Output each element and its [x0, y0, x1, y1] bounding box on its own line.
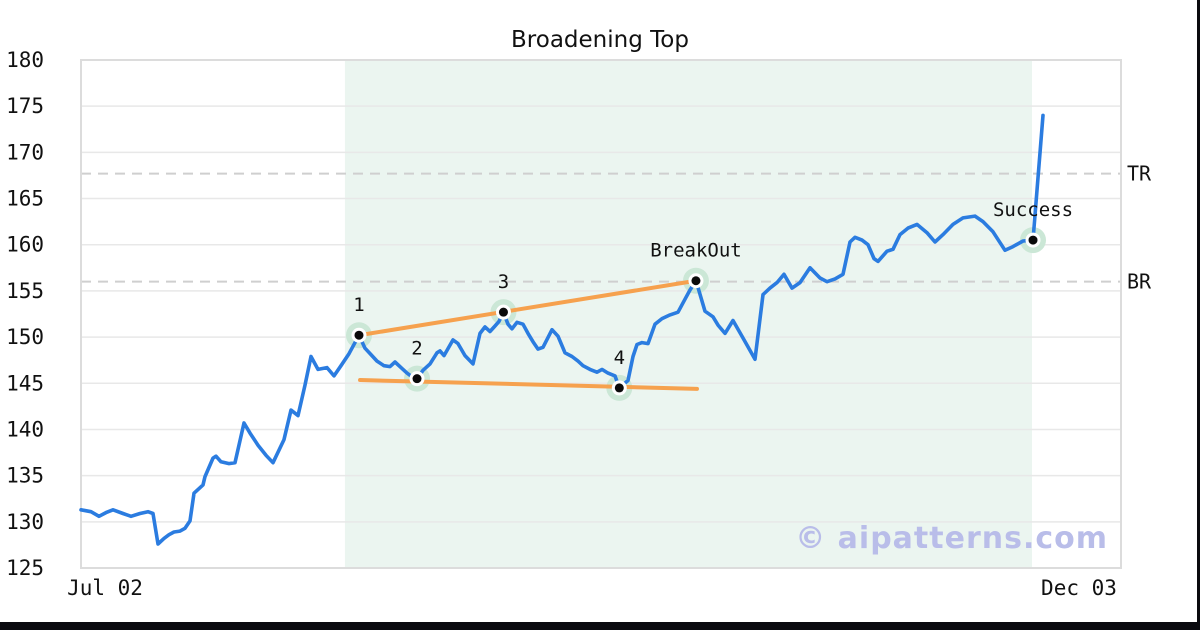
chart-title: Broadening Top — [511, 27, 689, 53]
level-label-br: BR — [1127, 270, 1152, 294]
window-bottom-edge — [0, 622, 1200, 630]
upper-broadening-line — [356, 278, 698, 338]
y-tick-label-175: 175 — [6, 94, 44, 118]
marker-dot-2 — [412, 374, 422, 384]
plot-border — [80, 59, 1122, 569]
level-label-tr: TR — [1127, 162, 1152, 186]
y-tick-label-130: 130 — [6, 510, 44, 534]
marker-dot-1 — [354, 330, 364, 340]
pattern-region — [344, 60, 1032, 568]
marker-dot-4 — [614, 383, 624, 393]
annotation-label-success: Success — [993, 199, 1073, 221]
y-tick-label-165: 165 — [6, 187, 44, 211]
y-tick-label-150: 150 — [6, 325, 44, 349]
marker-dot-3 — [498, 307, 508, 317]
y-tick-label-135: 135 — [6, 464, 44, 488]
window-right-edge — [1197, 0, 1200, 630]
y-tick-label-160: 160 — [6, 233, 44, 257]
y-tick-label-155: 155 — [6, 279, 44, 303]
y-tick-label-180: 180 — [6, 48, 44, 72]
x-tick-label-dec-03: Dec 03 — [1041, 576, 1117, 600]
y-tick-label-145: 145 — [6, 371, 44, 395]
annotation-label-2: 2 — [411, 338, 422, 360]
annotation-label-4: 4 — [614, 347, 625, 369]
marker-dot-success — [1028, 235, 1038, 245]
y-tick-label-170: 170 — [6, 140, 44, 164]
annotation-label-1: 1 — [353, 294, 364, 316]
watermark: © aipatterns.com — [795, 521, 1108, 556]
y-tick-label-140: 140 — [6, 417, 44, 441]
y-tick-label-125: 125 — [6, 556, 44, 580]
annotation-label-breakout: BreakOut — [650, 240, 742, 262]
annotation-label-3: 3 — [498, 271, 509, 293]
x-tick-label-jul-02: Jul 02 — [67, 576, 143, 600]
marker-dot-breakout — [691, 276, 701, 286]
price-line — [79, 113, 1045, 546]
